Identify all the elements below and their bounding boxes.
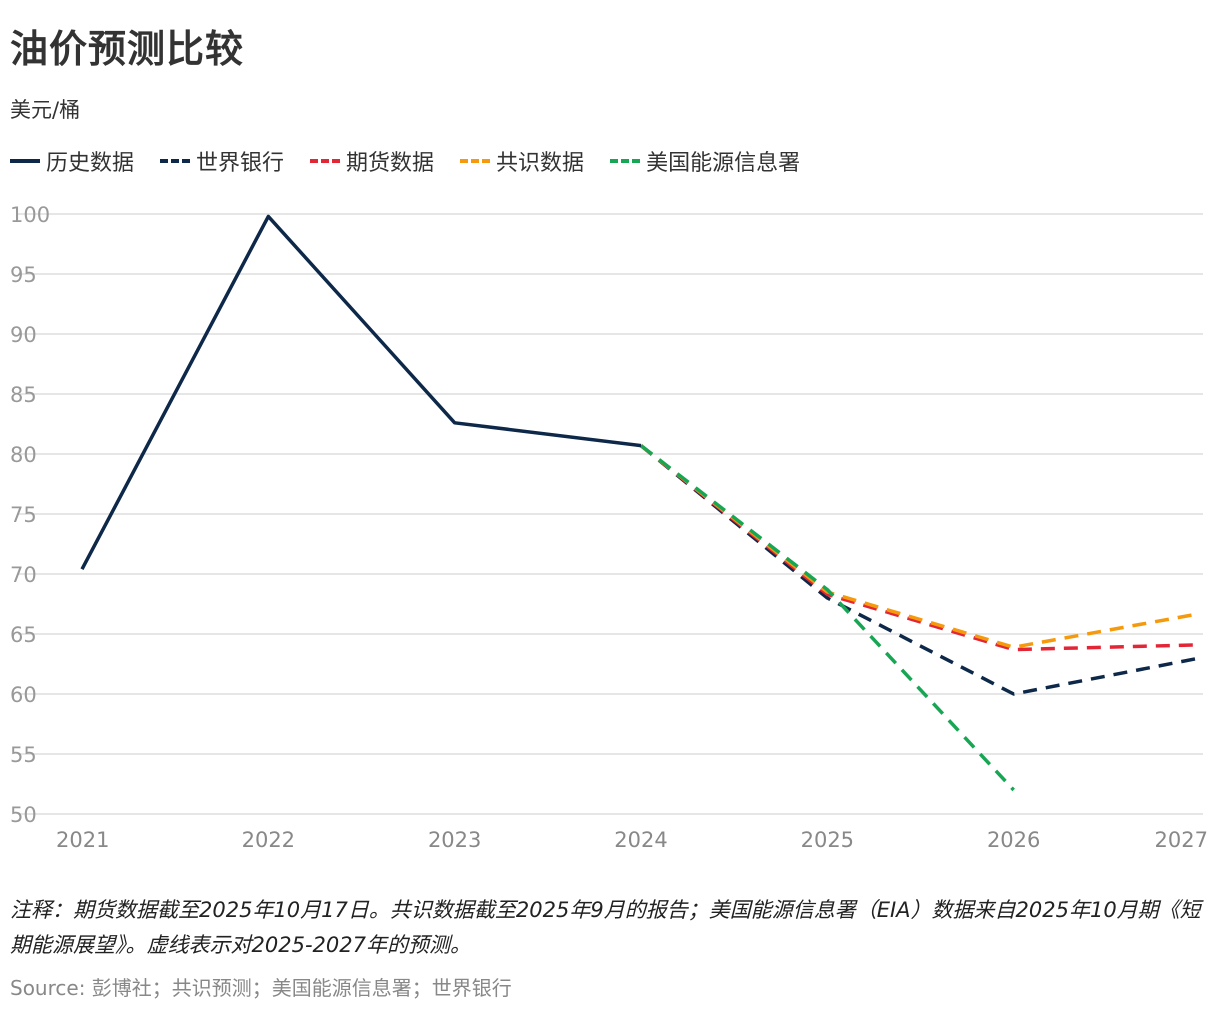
- legend-swatch-worldbank: [160, 159, 191, 163]
- y-tick-label: 70: [10, 563, 37, 587]
- series-line-eia: [639, 444, 1015, 792]
- series-line-consensus: [639, 444, 1201, 649]
- legend-label-futures: 期货数据: [346, 151, 435, 176]
- legend-label-history: 历史数据: [46, 151, 135, 176]
- y-tick-label: 95: [10, 263, 37, 287]
- series-line-worldbank: [639, 444, 1201, 696]
- y-tick-label: 100: [10, 203, 50, 227]
- line-chart: 100 95 90 85 80 75 70 65 60 55 50 2021 2022 2023 2024 2…: [10, 203, 1208, 852]
- legend-item-futures: 期货数据: [310, 145, 434, 177]
- series-line-history: [80, 214, 642, 571]
- x-tick-label: 2027: [1155, 828, 1208, 852]
- x-tick-label: 2026: [987, 828, 1040, 852]
- legend-item-consensus: 共识数据: [460, 145, 584, 177]
- legend-item-worldbank: 世界银行: [160, 145, 284, 177]
- y-tick-label: 90: [10, 323, 37, 347]
- x-tick-label: 2023: [428, 828, 481, 852]
- unit-label: 美元/桶: [10, 98, 81, 122]
- x-tick-label: 2022: [242, 828, 295, 852]
- y-tick-label: 65: [10, 623, 37, 647]
- legend-label-worldbank: 世界银行: [196, 151, 285, 176]
- source-line: Source: 彭博社；共识预测；美国能源信息署；世界银行: [10, 976, 512, 1000]
- x-tick-label: 2024: [614, 828, 667, 852]
- footnote: 注释：期货数据截至2025年10月17日。共识数据截至2025年9月的报告；美国…: [10, 898, 1201, 957]
- y-tick-label: 60: [10, 683, 37, 707]
- legend-swatch-futures: [310, 159, 341, 163]
- y-tick-label: 75: [10, 503, 37, 527]
- legend: 历史数据 世界银行 期货数据 共识数据 美国能源信息署: [10, 145, 826, 177]
- y-tick-label: 80: [10, 443, 37, 467]
- x-tick-label: 2021: [56, 828, 109, 852]
- legend-item-history: 历史数据: [10, 145, 134, 177]
- legend-swatch-history: [10, 159, 40, 163]
- y-tick-label: 50: [10, 803, 37, 827]
- y-tick-label: 55: [10, 743, 37, 767]
- legend-item-eia: 美国能源信息署: [610, 145, 800, 177]
- legend-swatch-consensus: [460, 159, 491, 163]
- legend-swatch-eia: [610, 159, 641, 163]
- x-tick-label: 2025: [801, 828, 854, 852]
- chart-title: 油价预测比较: [10, 27, 245, 71]
- y-tick-label: 85: [10, 383, 37, 407]
- legend-label-consensus: 共识数据: [496, 151, 585, 176]
- legend-label-eia: 美国能源信息署: [646, 151, 801, 176]
